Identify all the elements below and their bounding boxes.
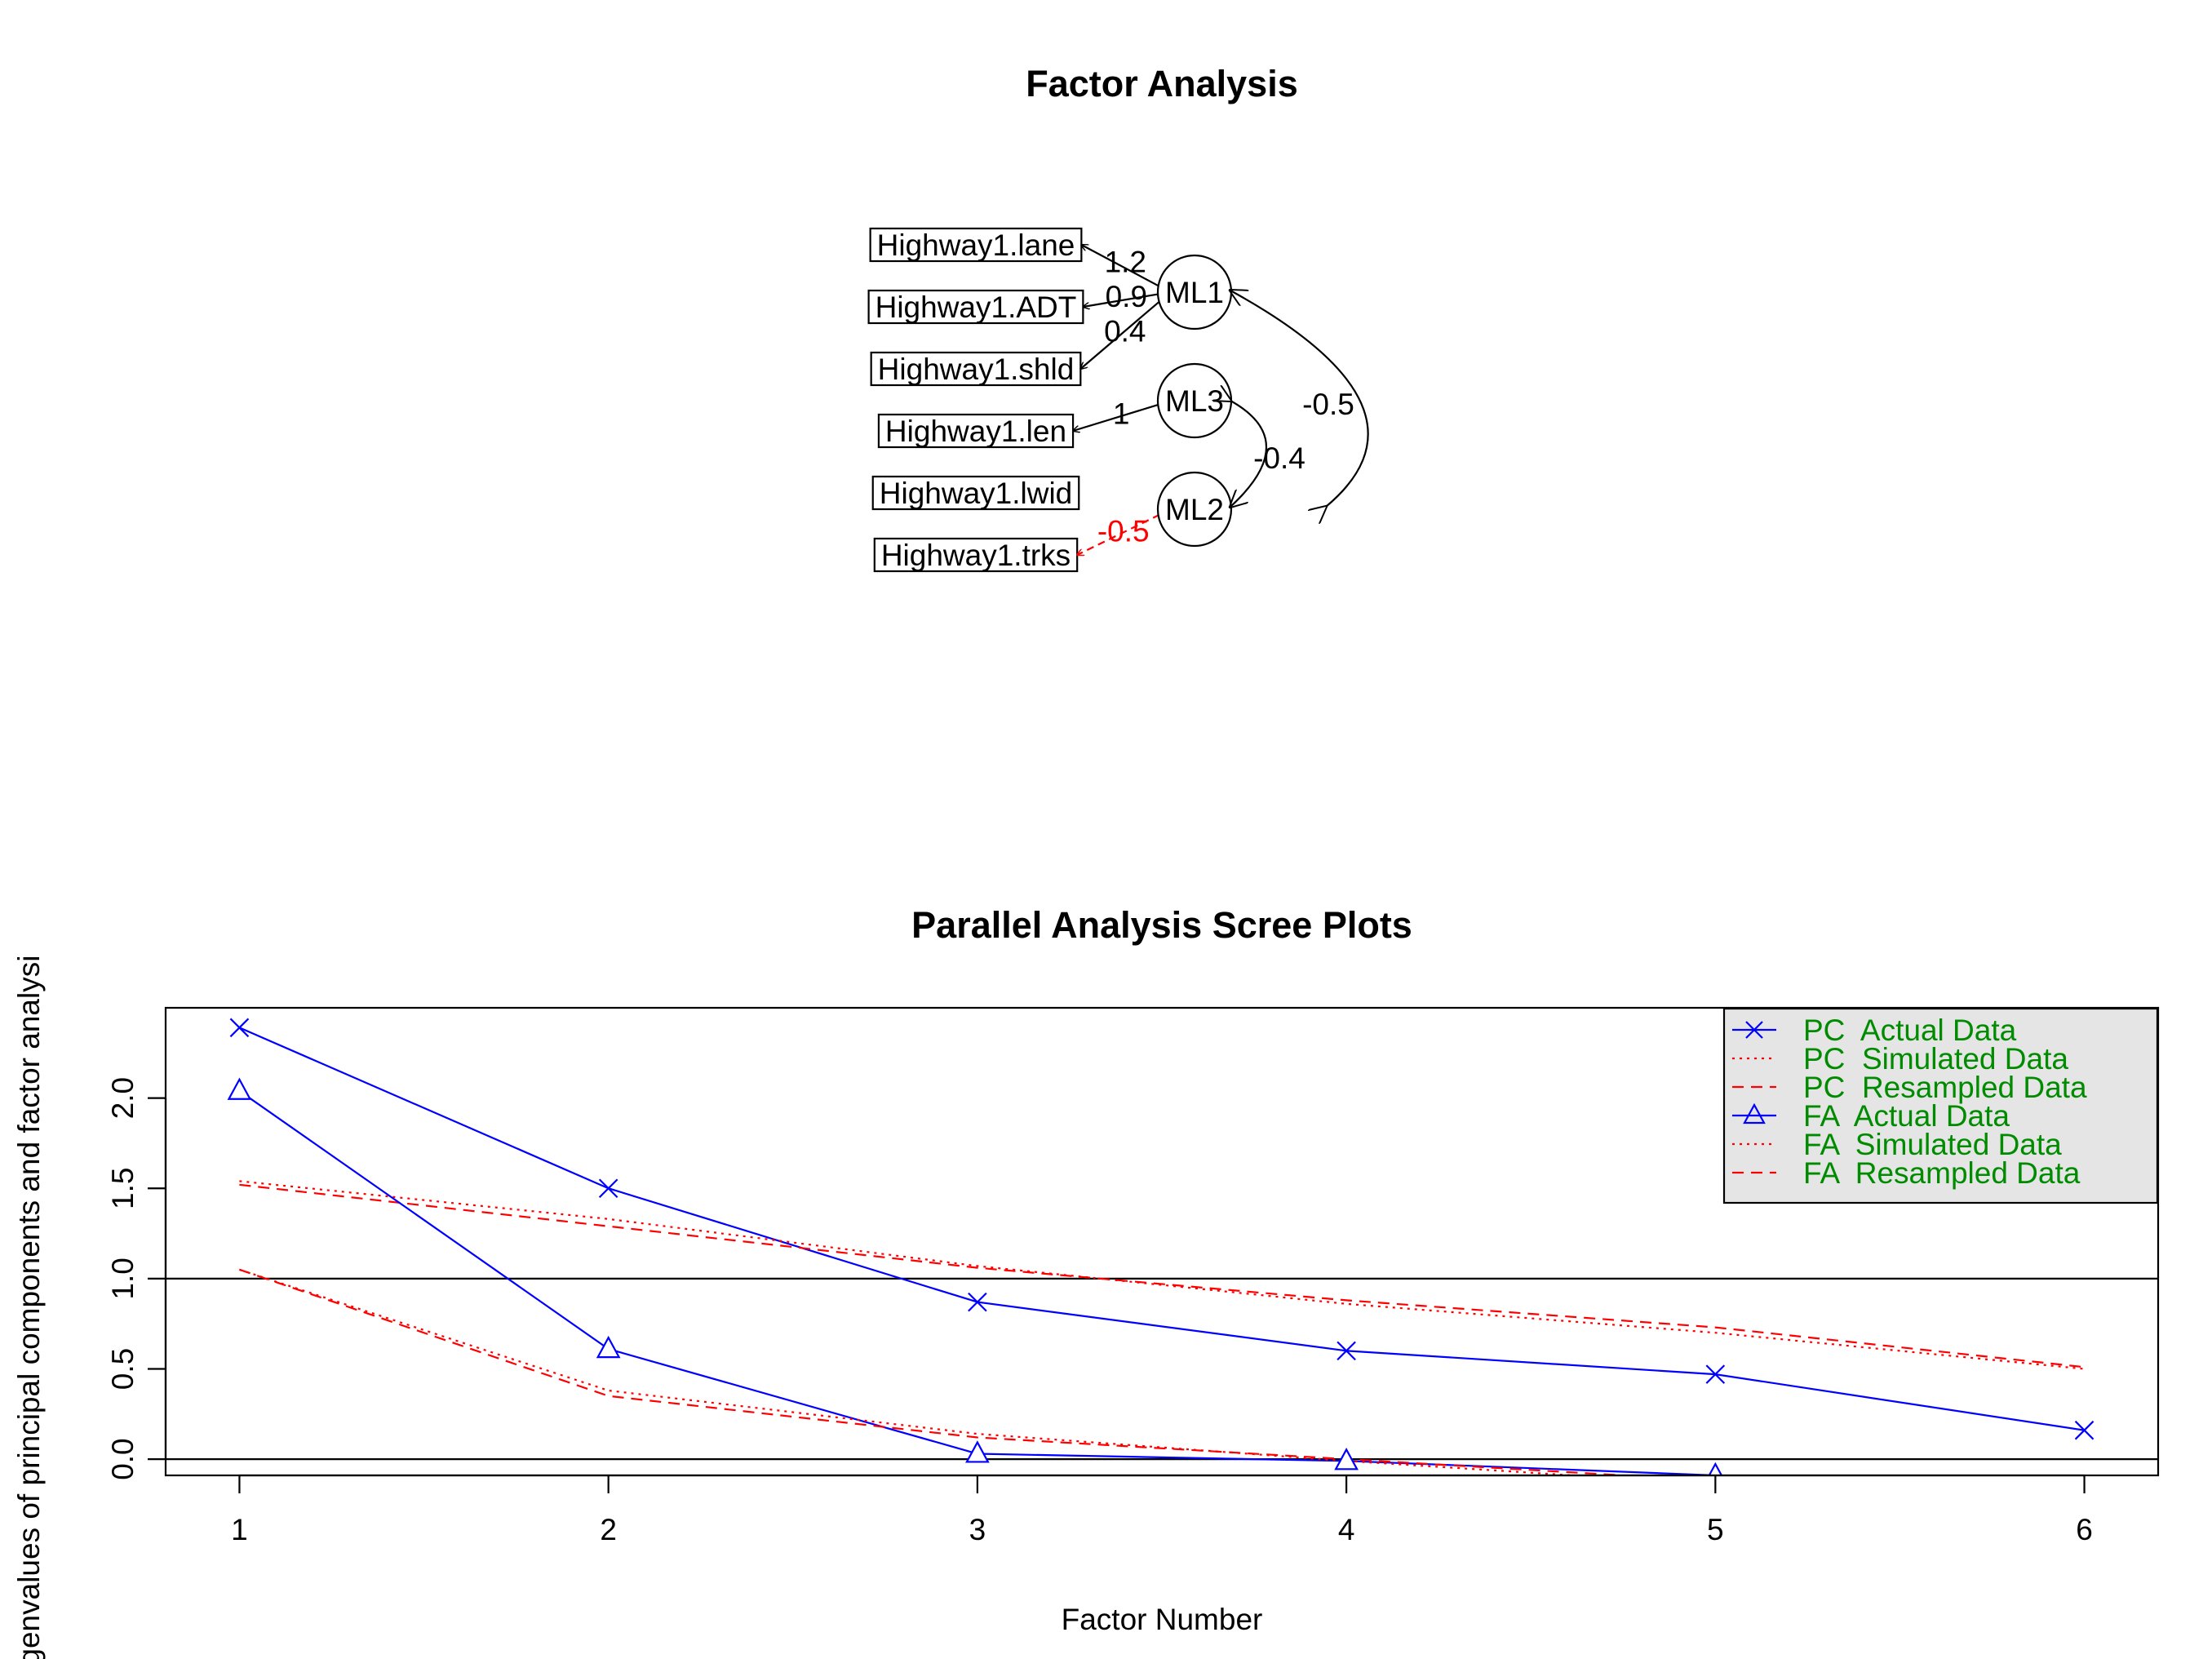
correlation-curve-ml1-ml2 — [1230, 291, 1369, 507]
x-tick-label: 5 — [1707, 1513, 1724, 1546]
variable-node: Highway1.trks — [873, 537, 1079, 573]
legend-entry: PC Resampled Data — [1732, 1071, 2087, 1104]
y-axis: 0.0 0.5 1.0 1.5 2.0 — [106, 1077, 167, 1480]
series-line-pc-actual-data — [238, 1027, 2085, 1431]
factor-label: ML3 — [1165, 384, 1224, 418]
series-line-fa-actual-data — [238, 1089, 1732, 1475]
x-tick-label: 2 — [600, 1513, 617, 1546]
x-axis-label: Factor Number — [1062, 1603, 1263, 1636]
legend-label: FA Actual Data — [1803, 1099, 2010, 1133]
correlation-curve-ml3-ml2 — [1230, 401, 1268, 507]
legend-label: PC Actual Data — [1803, 1014, 2017, 1047]
series-line-pc-resampled-data — [239, 1183, 2085, 1368]
correlation-label-ml1-ml2: -0.5 — [1302, 388, 1354, 421]
variable-node: Highway1.ADT — [867, 289, 1084, 325]
loading-label: -0.5 — [1097, 514, 1150, 548]
variable-node: Highway1.shld — [870, 351, 1082, 387]
x-axis: 1 2 3 4 5 6 — [231, 1474, 2093, 1546]
legend-triangle-marker — [1743, 1102, 1766, 1124]
correlation-label-ml3-ml2: -0.4 — [1253, 441, 1305, 475]
factor-label: ML2 — [1165, 493, 1224, 526]
variable-node: Highway1.lwid — [871, 475, 1080, 511]
variable-label: Highway1.shld — [878, 353, 1075, 386]
loading-arrow-ml1-adt — [1083, 293, 1160, 307]
series-line-fa-simulated-data — [239, 1268, 1588, 1475]
data-point-triangle-marker — [227, 1077, 252, 1100]
x-tick-label: 6 — [2076, 1513, 2093, 1546]
loading-label: 0.4 — [1104, 315, 1146, 348]
variable-box — [871, 475, 1080, 511]
variable-label: Highway1.lwid — [880, 477, 1073, 510]
data-point-x-marker — [968, 1292, 987, 1312]
variable-node: Highway1.lane — [869, 227, 1083, 263]
data-point-triangle-marker — [1334, 1447, 1359, 1470]
y-axis-label: eigenvalues of principal components and … — [12, 956, 46, 1659]
loading-label: 1 — [1113, 397, 1130, 431]
factor-label: ML1 — [1165, 276, 1224, 309]
variable-label: Highway1.ADT — [875, 291, 1077, 324]
data-point-x-marker — [2074, 1420, 2095, 1440]
variable-label: Highway1.trks — [881, 539, 1071, 572]
y-tick-label: 0.0 — [106, 1438, 140, 1479]
legend-entry: PC Simulated Data — [1732, 1042, 2068, 1076]
y-tick-label: 1.0 — [106, 1258, 140, 1299]
legend-label: PC Resampled Data — [1803, 1071, 2087, 1104]
x-tick-label: 3 — [969, 1513, 986, 1546]
factor-node-ml2: ML2 — [1156, 471, 1233, 548]
chart-title: Parallel Analysis Scree Plots — [911, 904, 1412, 946]
legend-entry: PC Actual Data — [1732, 1014, 2017, 1047]
data-point-x-marker — [1705, 1364, 1726, 1384]
loading-arrow-ml1-lane — [1081, 245, 1160, 288]
loading-arrow-ml3-len — [1073, 403, 1160, 431]
legend-label: FA Resampled Data — [1803, 1156, 2081, 1190]
loading-arrow-ml1-shld — [1080, 300, 1160, 369]
data-point-triangle-marker — [1708, 1462, 1723, 1475]
x-tick-label: 4 — [1338, 1513, 1355, 1546]
legend-box — [1722, 1007, 2159, 1204]
data-point-x-marker — [1337, 1341, 1356, 1361]
series-line-fa-resampled-data — [239, 1268, 1639, 1475]
loading-label: 1.2 — [1105, 246, 1146, 279]
data-point-triangle-marker — [965, 1440, 990, 1463]
variable-label: Highway1.len — [885, 415, 1066, 448]
series-line-pc-simulated-data — [239, 1180, 2085, 1370]
data-point-x-marker — [598, 1178, 618, 1199]
loading-arrow-ml2-trks — [1077, 513, 1160, 555]
loading-label: 0.9 — [1106, 280, 1147, 313]
legend-entry: FA Simulated Data — [1732, 1128, 2062, 1161]
legend-entry: FA Resampled Data — [1732, 1156, 2081, 1190]
legend-x-marker — [1745, 1021, 1763, 1039]
factor-node-ml3: ML3 — [1156, 362, 1233, 439]
factor-node-ml1: ML1 — [1156, 254, 1233, 330]
legend-label: PC Simulated Data — [1803, 1042, 2068, 1076]
scree-plot: Parallel Analysis Scree Plots Factor Num… — [12, 904, 2160, 1659]
data-point-triangle-marker — [596, 1335, 621, 1359]
legend-label: FA Simulated Data — [1803, 1128, 2062, 1161]
factor-analysis-diagram: Factor Analysis Highway1.lane Highway1.AD… — [867, 63, 1369, 573]
diagram-title: Factor Analysis — [1026, 63, 1297, 104]
data-point-x-marker — [229, 1018, 250, 1038]
legend-entry: FA Actual Data — [1732, 1099, 2010, 1133]
x-tick-label: 1 — [231, 1513, 248, 1546]
y-tick-label: 2.0 — [106, 1077, 140, 1119]
variable-node: Highway1.len — [877, 413, 1075, 449]
variable-label: Highway1.lane — [877, 228, 1075, 262]
y-tick-label: 0.5 — [106, 1348, 140, 1390]
y-tick-label: 1.5 — [106, 1168, 140, 1209]
